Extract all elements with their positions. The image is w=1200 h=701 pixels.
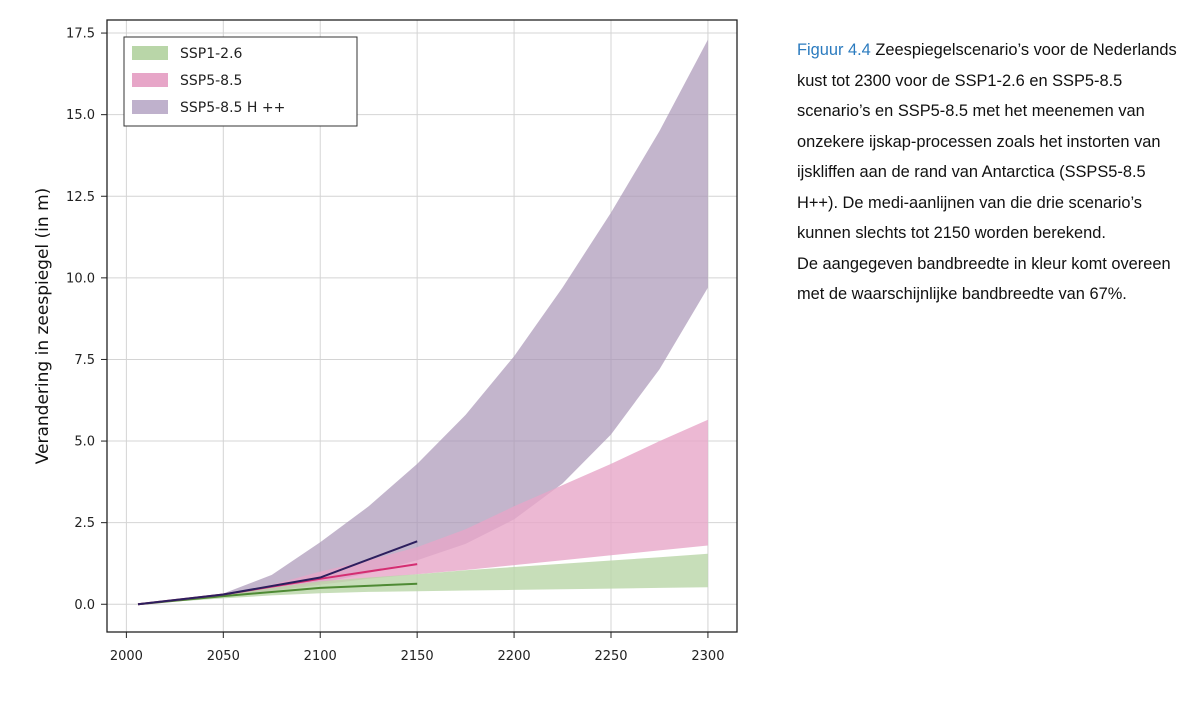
median-line-ssp5-8-5-h (137, 540, 418, 606)
y-tick-label: 12.5 (66, 190, 95, 205)
caption-paragraph-2: De aangegeven bandbreedte in kleur komt … (797, 249, 1177, 310)
y-tick-label: 17.5 (66, 27, 95, 42)
x-tick-label: 2100 (304, 649, 337, 664)
legend-swatch (132, 73, 168, 87)
figure-caption: Figuur 4.4 Zeespiegelscenario’s voor de … (797, 35, 1177, 310)
caption-paragraph: Figuur 4.4 Zeespiegelscenario’s voor de … (797, 35, 1177, 249)
caption-text: Zeespiegelscenario’s voor de Nederlands … (797, 41, 1177, 242)
band-ssp5-8-5-h (138, 39, 708, 605)
caption-text-2: De aangegeven bandbreedte in kleur komt … (797, 254, 1171, 304)
y-tick-label: 0.0 (74, 598, 95, 613)
y-tick-label: 7.5 (74, 353, 95, 368)
x-tick-label: 2150 (401, 649, 434, 664)
y-axis-ticks: 0.0 2.5 5.0 7.5 10.0 12.5 15.0 17.5 (66, 27, 107, 613)
y-tick-label: 2.5 (74, 516, 95, 531)
legend: SSP1-2.6 SSP5-8.5 SSP5-8.5 H ++ (123, 36, 358, 127)
y-tick-label: 15.0 (66, 108, 95, 123)
y-tick-label: 5.0 (74, 435, 95, 450)
legend-label: SSP5-8.5 (180, 73, 242, 89)
legend-label: SSP1-2.6 (180, 46, 243, 62)
figure-label: Figuur 4.4 (797, 41, 871, 59)
band-ssp5-8-5 (138, 419, 708, 605)
x-tick-label: 2000 (110, 649, 143, 664)
x-tick-label: 2200 (498, 649, 531, 664)
plot-frame (106, 19, 738, 633)
x-axis-ticks: 2000 2050 2100 2150 2200 2250 2300 (110, 632, 724, 664)
legend-swatch (132, 100, 168, 114)
y-axis-title: Verandering in zeespiegel (in m) (33, 188, 53, 465)
x-tick-label: 2250 (594, 649, 627, 664)
x-tick-label: 2300 (691, 649, 724, 664)
sea-level-chart: 2000 2050 2100 2150 2200 2250 2300 0.0 2.5 5.0 7.… (33, 19, 738, 664)
legend-label: SSP5-8.5 H ++ (180, 100, 285, 116)
legend-swatch (132, 46, 168, 60)
median-lines (137, 540, 418, 606)
x-tick-label: 2050 (207, 649, 240, 664)
y-tick-label: 10.0 (66, 271, 95, 286)
